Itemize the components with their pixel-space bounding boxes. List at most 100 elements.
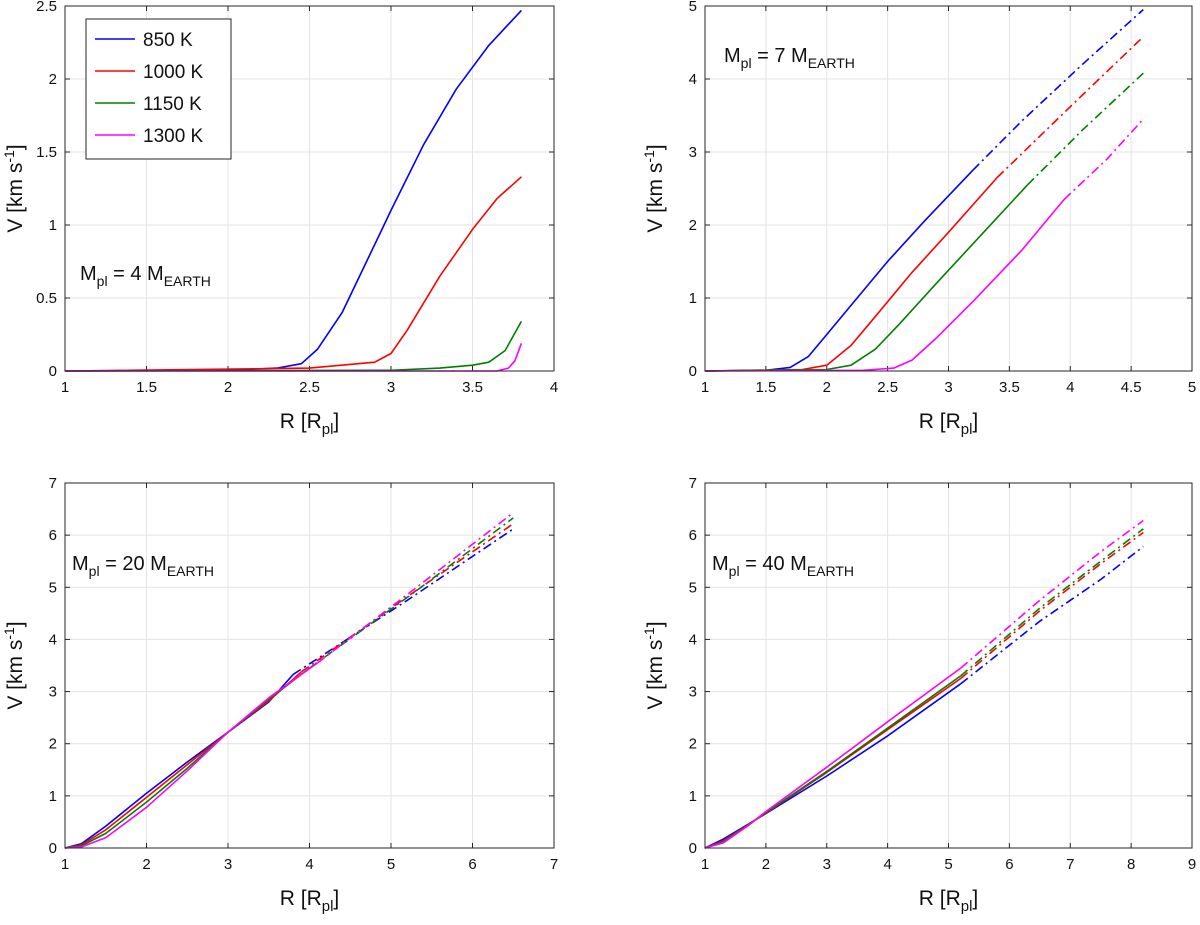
y-tick-label: 1 — [689, 788, 697, 805]
y-tick-label: 4 — [49, 631, 57, 648]
series-line-1150k — [704, 184, 1029, 372]
x-tick-label: 3 — [224, 856, 232, 873]
y-axis-label: V [km s-1] — [1, 144, 27, 232]
series-dashdot-1000k — [960, 531, 1144, 680]
series-dashdot-1300k — [317, 512, 514, 664]
x-tick-label: 2.5 — [299, 379, 320, 396]
x-tick-label: 3 — [823, 856, 831, 873]
axes-frame — [64, 5, 555, 372]
y-tick-label: 1 — [49, 788, 57, 805]
mass-annotation: Mpl = 20 MEARTH — [72, 553, 214, 579]
y-tick-label: 3 — [689, 144, 697, 161]
y-tick-label: 7 — [49, 475, 57, 492]
y-tick-label: 2 — [689, 217, 697, 234]
x-tick-label: 1 — [61, 379, 69, 396]
y-tick-label: 0 — [689, 363, 697, 380]
series-dashdot-1300k — [1063, 118, 1144, 200]
x-tick-label: 2.5 — [877, 379, 898, 396]
y-tick-label: 0 — [49, 840, 57, 857]
legend-label: 1000 K — [143, 62, 204, 83]
series-dashdot-850k — [972, 9, 1144, 171]
x-tick-label: 6 — [468, 856, 476, 873]
x-tick-label: 2 — [142, 856, 150, 873]
y-tick-label: 2.5 — [36, 0, 57, 15]
x-tick-label: 3 — [387, 379, 395, 396]
series-dashdot-1150k — [960, 528, 1144, 677]
y-tick-label: 4 — [689, 71, 697, 88]
x-tick-label: 4 — [305, 856, 313, 873]
x-tick-label: 1 — [61, 856, 69, 873]
y-tick-label: 1 — [689, 290, 697, 307]
x-tick-label: 5 — [944, 856, 952, 873]
x-tick-label: 2 — [823, 379, 831, 396]
y-tick-label: 5 — [49, 579, 57, 596]
x-tick-label: 2 — [762, 856, 770, 873]
y-axis-label: V [km s-1] — [641, 144, 667, 232]
legend-label: 1300 K — [143, 126, 204, 147]
x-tick-label: 4 — [550, 379, 558, 396]
x-tick-label: 4 — [1066, 379, 1074, 396]
y-tick-label: 0 — [689, 840, 697, 857]
y-tick-label: 2 — [689, 736, 697, 753]
axes-frame — [704, 482, 1193, 849]
y-tick-label: 4 — [689, 631, 697, 648]
y-tick-label: 5 — [689, 0, 697, 15]
x-tick-label: 1 — [701, 379, 709, 396]
series-dashdot-1000k — [996, 36, 1144, 179]
x-axis-label: R [Rpl] — [919, 887, 979, 915]
series-dashdot-850k — [960, 545, 1144, 685]
x-tick-label: 1 — [701, 856, 709, 873]
series-dashdot-850k — [292, 528, 514, 676]
y-tick-label: 6 — [49, 527, 57, 544]
y-axis-label: V [km s-1] — [641, 621, 667, 709]
series-line-1000k — [64, 671, 302, 849]
series-line-1150k — [64, 667, 310, 849]
y-tick-label: 0.5 — [36, 290, 57, 307]
x-tick-label: 4 — [883, 856, 891, 873]
x-axis-label: R [Rpl] — [280, 887, 340, 915]
series-line-1000k — [704, 176, 998, 372]
series-line-1000k — [64, 176, 522, 372]
legend-label: 850 K — [143, 30, 193, 51]
x-tick-label: 3.5 — [462, 379, 483, 396]
x-tick-label: 1.5 — [136, 379, 157, 396]
series-line-1300k — [704, 198, 1065, 372]
axes-frame — [64, 482, 555, 849]
x-tick-label: 5 — [387, 856, 395, 873]
y-tick-label: 2 — [49, 736, 57, 753]
y-tick-label: 2 — [49, 71, 57, 88]
series-dashdot-1000k — [300, 523, 514, 673]
x-tick-label: 7 — [550, 856, 558, 873]
x-tick-label: 8 — [1127, 856, 1135, 873]
y-tick-label: 1.5 — [36, 144, 57, 161]
legend: 850 K 1000 K 1150 K 1300 K — [85, 18, 232, 160]
axes-frame — [704, 5, 1193, 372]
y-tick-label: 5 — [689, 579, 697, 596]
y-tick-label: 1 — [49, 217, 57, 234]
x-tick-label: 9 — [1188, 856, 1196, 873]
series-dashdot-1150k — [1027, 72, 1144, 186]
x-axis-label: R [Rpl] — [919, 410, 979, 438]
mass-annotation: Mpl = 4 MEARTH — [80, 263, 211, 289]
x-tick-label: 3.5 — [999, 379, 1020, 396]
chart-1: 1 1.5 2 2.5 3 3.5 4 0 0.5 1 1.5 2 2.5 R [Rpl] V [km s-… — [1, 0, 558, 438]
x-tick-label: 2 — [224, 379, 232, 396]
x-tick-label: 7 — [1066, 856, 1074, 873]
y-tick-label: 6 — [689, 527, 697, 544]
series-line-1300k — [64, 662, 319, 849]
x-tick-label: 6 — [1005, 856, 1013, 873]
mass-annotation: Mpl = 7 MEARTH — [724, 45, 855, 71]
x-tick-label: 1.5 — [755, 379, 776, 396]
y-tick-label: 0 — [49, 363, 57, 380]
y-tick-label: 7 — [689, 475, 697, 492]
mass-annotation: Mpl = 40 MEARTH — [712, 553, 854, 579]
x-tick-label: 5 — [1188, 379, 1196, 396]
series-dashdot-1300k — [960, 519, 1144, 669]
series-line-1300k — [704, 667, 962, 849]
y-axis-label: V [km s-1] — [1, 621, 27, 709]
